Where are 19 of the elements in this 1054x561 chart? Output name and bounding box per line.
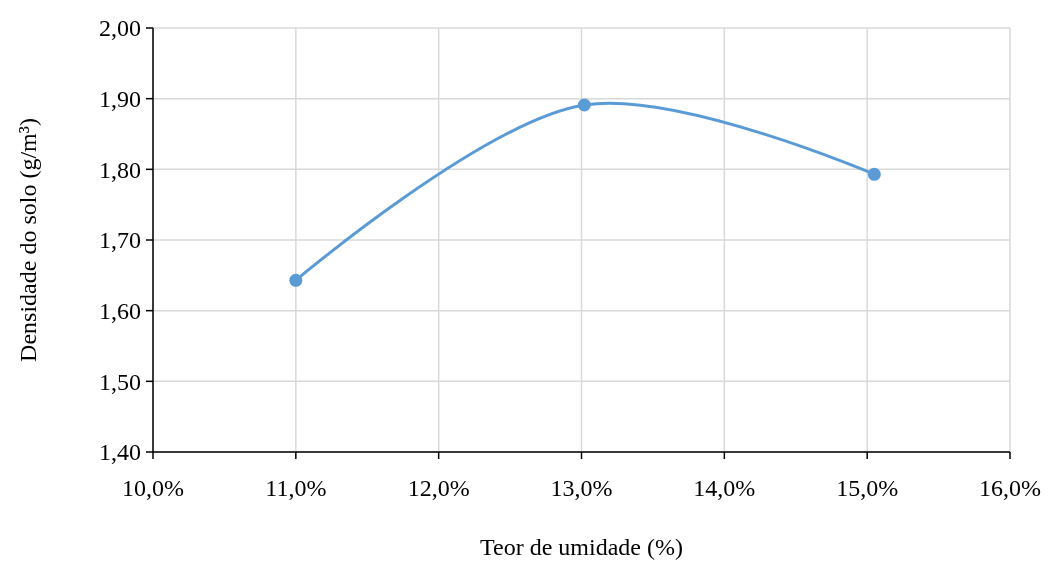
x-tick-label: 12,0% bbox=[407, 475, 470, 501]
x-tick-label: 16,0% bbox=[979, 475, 1041, 501]
y-tick-label: 1,70 bbox=[99, 227, 141, 254]
y-tick-label: 1,90 bbox=[99, 86, 141, 113]
y-tick-label: 2,00 bbox=[99, 15, 141, 42]
y-tick-label: 1,40 bbox=[99, 439, 141, 466]
y-tick-label: 1,80 bbox=[99, 156, 141, 183]
x-tick-label: 10,0% bbox=[122, 475, 184, 501]
x-tick-label: 15,0% bbox=[836, 475, 899, 501]
x-axis-title: Teor de umidade (%) bbox=[480, 534, 683, 560]
x-tick-label: 11,0% bbox=[265, 475, 327, 501]
x-tick-label: 14,0% bbox=[693, 475, 756, 501]
y-tick-label: 1,60 bbox=[99, 298, 141, 325]
x-tick-label: 13,0% bbox=[550, 475, 613, 501]
point bbox=[289, 273, 303, 287]
point bbox=[867, 167, 881, 181]
point bbox=[577, 98, 591, 112]
y-axis-title: Densidade do solo (g/m³) bbox=[15, 118, 41, 362]
y-tick-label: 1,50 bbox=[99, 368, 141, 395]
